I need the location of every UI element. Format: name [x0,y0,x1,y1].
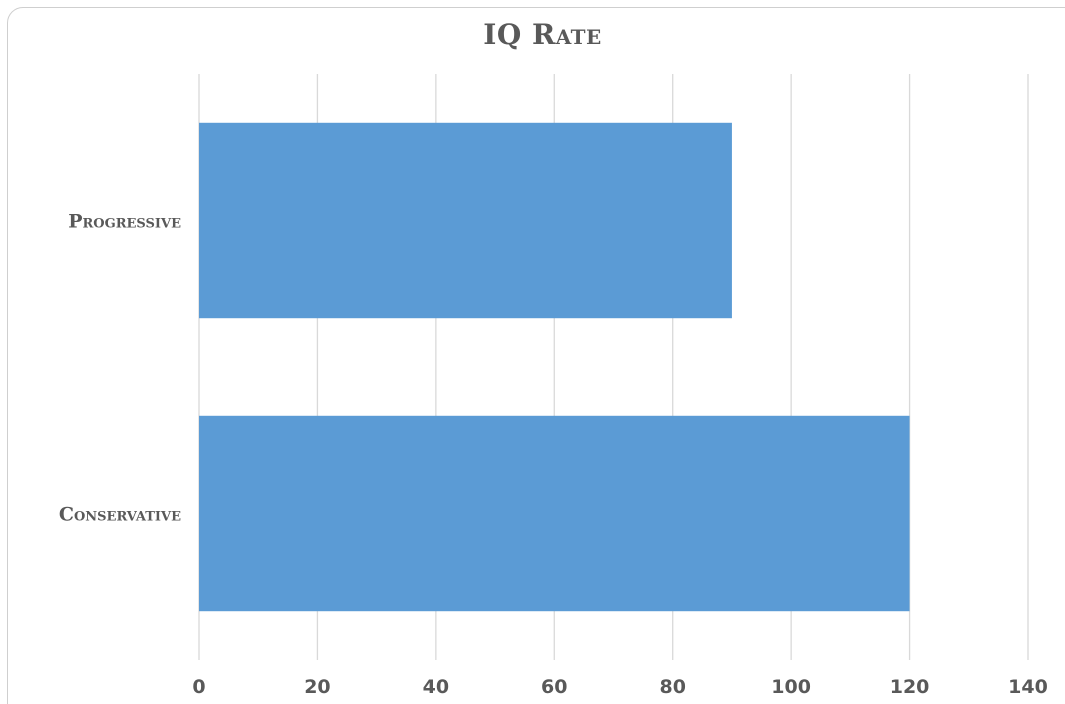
x-tick-label-80: 80 [659,676,685,698]
x-tick-label-100: 100 [771,676,811,698]
x-tick-label-40: 40 [423,676,449,698]
category-label-conservative: Conservative [59,504,181,526]
category-label-progressive: Progressive [68,211,181,233]
x-axis-tick-labels: 0 20 40 60 80 100 120 140 [192,676,1047,698]
bar-progressive [199,122,732,319]
x-tick-label-140: 140 [1008,676,1048,698]
x-tick-label-120: 120 [890,676,930,698]
chart-title: IQ Rate [483,18,602,51]
y-axis-category-labels: Progressive Conservative [59,211,181,526]
x-tick-label-0: 0 [192,676,205,698]
bar-conservative [199,415,910,612]
x-tick-label-60: 60 [541,676,567,698]
x-tick-label-20: 20 [304,676,330,698]
bar-layer [199,122,910,612]
